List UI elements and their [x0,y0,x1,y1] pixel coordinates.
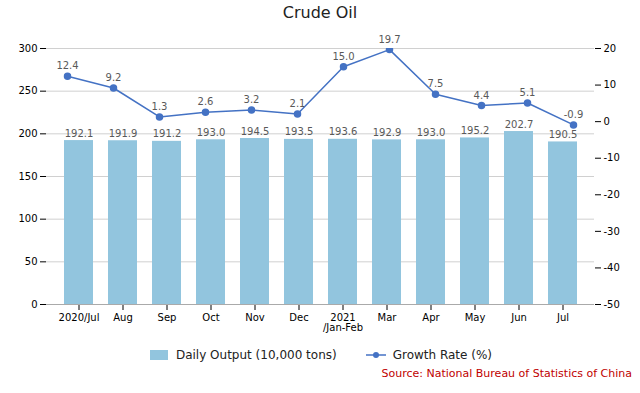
html-text:Daily Output (10,000 tons): Daily Output (10,000 tons) [175,348,337,362]
svg-text:193.0: 193.0 [197,127,226,138]
svg-text:Aug: Aug [113,312,133,323]
svg-text:193.0: 193.0 [417,127,446,138]
svg-text:3.2: 3.2 [244,94,260,105]
svg-text:5.1: 5.1 [520,87,536,98]
svg-text:0: 0 [31,299,37,310]
svg-text:-0.9: -0.9 [564,109,584,120]
svg-text:Oct: Oct [202,312,219,323]
svg-text:10: 10 [604,79,617,90]
svg-text:2.6: 2.6 [198,96,214,107]
svg-text:Jul: Jul [556,312,569,323]
svg-text:193.5: 193.5 [285,126,314,137]
svg-text:4.4: 4.4 [474,90,490,101]
svg-text:50: 50 [25,256,38,267]
svg-text:150: 150 [18,171,37,182]
svg-text:1.3: 1.3 [152,101,168,112]
html-text:Growth Rate (%): Growth Rate (%) [392,348,492,362]
svg-text:19.7: 19.7 [378,34,400,45]
html-text:Source: National Bureau of Sta: Source: National Bureau of Statistics of… [381,367,632,380]
svg-text:-20: -20 [604,189,620,200]
svg-text:2020/Jul: 2020/Jul [59,312,100,323]
svg-text:300: 300 [18,43,37,54]
svg-text:194.5: 194.5 [241,126,270,137]
svg-text:7.5: 7.5 [428,78,444,89]
svg-text:192.1: 192.1 [65,128,94,139]
svg-text:Nov: Nov [245,312,265,323]
svg-text:-10: -10 [604,152,620,163]
svg-text:192.9: 192.9 [373,127,402,138]
svg-text:9.2: 9.2 [106,72,122,83]
svg-text:-40: -40 [604,262,620,273]
svg-text:0: 0 [604,116,610,127]
svg-text:193.6: 193.6 [329,126,358,137]
svg-text:202.7: 202.7 [505,119,534,130]
svg-text:190.5: 190.5 [549,129,578,140]
svg-text:250: 250 [18,85,37,96]
svg-text:-50: -50 [604,299,620,310]
svg-text:191.2: 191.2 [153,128,182,139]
svg-text:15.0: 15.0 [332,51,354,62]
svg-text:191.9: 191.9 [109,128,138,139]
svg-text:Mar: Mar [378,312,398,323]
svg-text:Apr: Apr [422,312,440,323]
svg-text:195.2: 195.2 [461,125,490,136]
svg-text:Dec: Dec [289,312,308,323]
svg-text:2.1: 2.1 [290,98,306,109]
svg-text:-30: -30 [604,226,620,237]
svg-text:Jun: Jun [510,312,527,323]
svg-text:20: 20 [604,43,617,54]
svg-text:May: May [465,312,486,323]
svg-text:Sep: Sep [158,312,177,323]
html-text:Crude Oil: Crude Oil [282,3,358,22]
svg-text:200: 200 [18,128,37,139]
svg-text:100: 100 [18,213,37,224]
svg-text:12.4: 12.4 [56,60,78,71]
svg-text:2021/Jan-Feb: 2021/Jan-Feb [323,312,363,333]
